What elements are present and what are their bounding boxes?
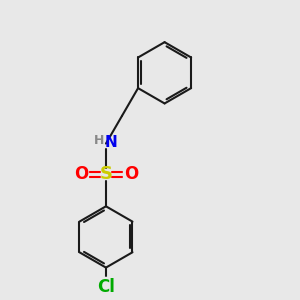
Text: O: O [124, 165, 138, 183]
Text: H: H [94, 134, 105, 147]
Text: O: O [74, 165, 88, 183]
Text: S: S [100, 165, 112, 183]
Text: Cl: Cl [97, 278, 115, 296]
Text: N: N [105, 135, 118, 150]
